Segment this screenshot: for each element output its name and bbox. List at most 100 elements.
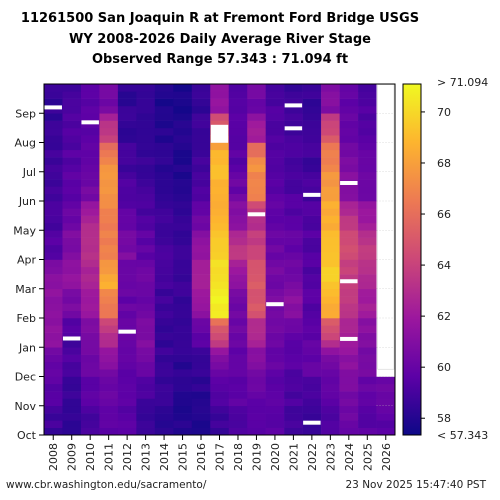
- heatmap-cell: [62, 369, 82, 377]
- heatmap-cell: [284, 84, 303, 92]
- heatmap-cell: [117, 354, 137, 363]
- heatmap-cell: [136, 361, 156, 370]
- heatmap-cell: [228, 303, 248, 311]
- heatmap-cell: [339, 120, 359, 129]
- heatmap-cell: [358, 303, 377, 311]
- heatmap-cell: [358, 230, 377, 238]
- heatmap-cell: [80, 193, 100, 202]
- heatmap-cell: [191, 398, 211, 407]
- heatmap-cell: [117, 120, 137, 129]
- heatmap-cell: [339, 310, 359, 319]
- heatmap-cell: [284, 135, 303, 143]
- heatmap-cell: [265, 310, 285, 319]
- heatmap-cell: [339, 171, 359, 180]
- heatmap-cell: [247, 193, 266, 202]
- heatmap-cell: [339, 230, 359, 238]
- heatmap-cell: [191, 127, 211, 136]
- heatmap-cell: [247, 164, 266, 173]
- heatmap-cell: [136, 164, 156, 173]
- heatmap-cell: [321, 369, 340, 377]
- heatmap-cell: [247, 296, 266, 304]
- heatmap-cell: [265, 135, 285, 143]
- heatmap-cell: [154, 259, 174, 268]
- heatmap-cell: [62, 274, 82, 282]
- heatmap-cell: [99, 354, 119, 363]
- heatmap-cell: [191, 222, 211, 231]
- heatmap-cell: [228, 296, 248, 304]
- heatmap-cell: [173, 135, 193, 143]
- heatmap-cell: [265, 179, 285, 187]
- heatmap-cell: [99, 215, 119, 224]
- missing-data-gap: [62, 336, 81, 341]
- heatmap-cell: [191, 288, 211, 297]
- heatmap-cell: [173, 354, 193, 363]
- heatmap-cell: [321, 354, 340, 363]
- heatmap-cell: [136, 310, 156, 319]
- heatmap-cell: [99, 135, 119, 143]
- heatmap-cell: [80, 420, 100, 428]
- heatmap-cell: [358, 318, 377, 326]
- heatmap-cell: [210, 274, 230, 282]
- heatmap-cell: [321, 288, 340, 297]
- heatmap-cell: [358, 405, 377, 414]
- heatmap-cell: [117, 171, 137, 180]
- heatmap-cell: [136, 325, 156, 333]
- heatmap-cell: [80, 347, 100, 355]
- heatmap-cell: [44, 354, 63, 363]
- heatmap-cell: [173, 164, 193, 173]
- heatmap-cell: [302, 113, 322, 121]
- x-tick-label: 2020: [269, 443, 282, 471]
- heatmap-cell: [302, 105, 322, 114]
- heatmap-cell: [117, 208, 137, 216]
- heatmap-cell: [44, 179, 63, 187]
- heatmap-cell: [210, 376, 230, 385]
- heatmap-cell: [358, 413, 377, 421]
- heatmap-cell: [247, 157, 266, 165]
- heatmap-cell: [136, 186, 156, 194]
- heatmap-cell: [265, 252, 285, 260]
- heatmap-cell: [99, 164, 119, 173]
- heatmap-cell: [99, 318, 119, 326]
- heatmap-cell: [154, 310, 174, 319]
- heatmap-cell: [247, 98, 266, 107]
- heatmap-cell: [247, 274, 266, 282]
- heatmap-cell: [265, 339, 285, 348]
- heatmap-cell: [228, 405, 248, 414]
- heatmap-cell: [136, 149, 156, 158]
- heatmap-cell: [117, 405, 137, 414]
- heatmap-cell: [154, 398, 174, 407]
- heatmap-cell: [302, 120, 322, 129]
- heatmap-cell: [210, 120, 230, 129]
- heatmap-cell: [210, 266, 230, 275]
- heatmap-cell: [117, 91, 137, 99]
- missing-data-gap: [284, 103, 303, 108]
- heatmap-cell: [265, 376, 285, 385]
- heatmap-cell: [210, 310, 230, 319]
- heatmap-cell: [117, 325, 137, 333]
- heatmap-cell: [284, 398, 303, 407]
- heatmap-cell: [284, 383, 303, 392]
- heatmap-cell: [265, 113, 285, 121]
- heatmap-cell: [247, 222, 266, 231]
- heatmap-cell: [210, 361, 230, 370]
- heatmap-cell: [80, 383, 100, 392]
- heatmap-cell: [358, 84, 377, 92]
- colorbar: 58 60 62 64 66 68 70 > 71.094 < 57.343: [402, 76, 488, 442]
- missing-data-gap: [118, 329, 136, 334]
- heatmap-cell: [339, 149, 359, 158]
- heatmap-cell: [44, 186, 63, 194]
- heatmap-cell: [136, 303, 156, 311]
- heatmap-cell: [210, 398, 230, 407]
- heatmap-cell: [321, 259, 340, 268]
- heatmap-cell: [210, 332, 230, 341]
- heatmap-cell: [358, 222, 377, 231]
- heatmap-cell: [154, 135, 174, 143]
- heatmap-cell: [191, 420, 211, 428]
- heatmap-cell: [44, 201, 63, 209]
- x-tick-label: 2019: [250, 443, 263, 471]
- heatmap-cell: [136, 252, 156, 260]
- heatmap-cell: [339, 369, 359, 377]
- heatmap-cell: [117, 391, 137, 399]
- heatmap-cell: [154, 230, 174, 238]
- heatmap-cell: [117, 157, 137, 165]
